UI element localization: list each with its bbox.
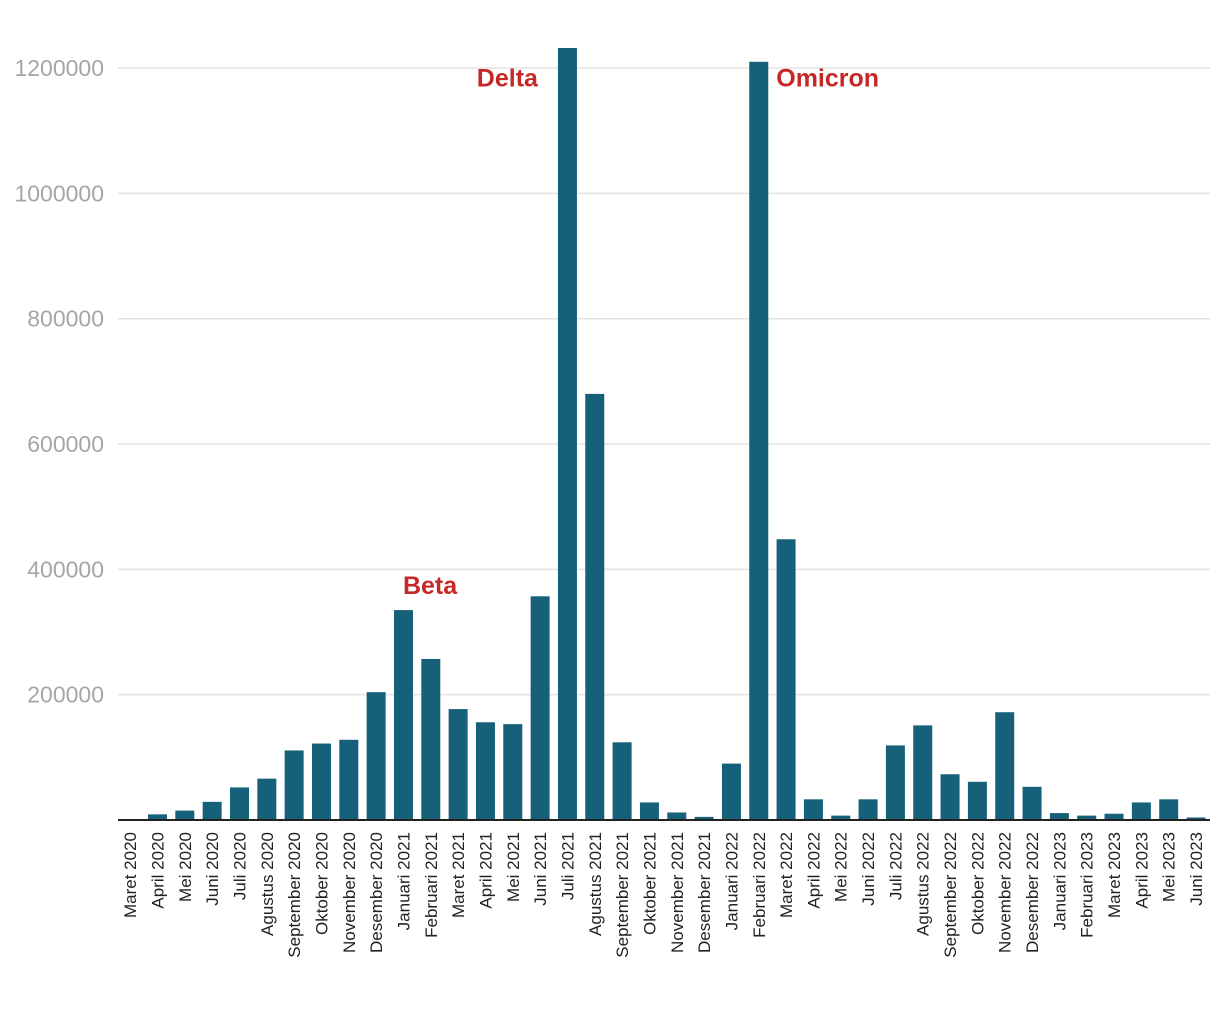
- bar-november-2020: [339, 739, 359, 820]
- bar-oktober-2022: [967, 781, 987, 820]
- x-tick-label: September 2020: [285, 832, 304, 958]
- y-tick-label: 1000000: [14, 180, 104, 206]
- bar-april-2023: [1131, 802, 1151, 820]
- bar-agustus-2022: [913, 725, 933, 820]
- x-tick-label: Februari 2022: [750, 832, 769, 938]
- bar-mei-2022: [831, 815, 851, 820]
- x-tick-label: Mei 2023: [1160, 832, 1179, 902]
- x-tick-label: Juli 2022: [886, 832, 905, 900]
- x-tick-label: April 2022: [804, 832, 823, 909]
- x-tick-label: Januari 2023: [1050, 832, 1069, 930]
- bar-juni-2021: [530, 596, 550, 820]
- bar-september-2020: [284, 750, 304, 820]
- bar-juli-2020: [229, 787, 249, 820]
- x-tick-label: April 2021: [476, 832, 495, 909]
- bar-desember-2020: [366, 692, 386, 820]
- x-tick-label: Mei 2021: [504, 832, 523, 902]
- bar-maret-2021: [448, 709, 468, 820]
- bar-maret-2022: [776, 539, 796, 820]
- bar-mei-2020: [175, 810, 195, 820]
- annotation-beta: Beta: [403, 572, 458, 600]
- x-tick-label: Maret 2022: [777, 832, 796, 918]
- y-tick-label: 1200000: [14, 55, 104, 81]
- x-tick-label: Desember 2021: [695, 832, 714, 953]
- bar-januari-2022: [721, 763, 741, 820]
- x-tick-label: Maret 2020: [121, 832, 140, 918]
- bar-februari-2021: [421, 658, 441, 820]
- x-tick-label: April 2020: [148, 832, 167, 909]
- x-tick-label: Maret 2021: [449, 832, 468, 918]
- bar-juni-2022: [858, 799, 878, 820]
- bar-oktober-2021: [639, 802, 659, 820]
- bar-desember-2022: [1022, 786, 1042, 820]
- x-tick-label: Februari 2021: [422, 832, 441, 938]
- x-tick-label: Mei 2022: [832, 832, 851, 902]
- x-tick-label: November 2022: [996, 832, 1015, 953]
- x-tick-label: Desember 2020: [367, 832, 386, 953]
- bar-juli-2021: [557, 48, 577, 820]
- x-tick-label: April 2023: [1132, 832, 1151, 909]
- annotations: Beta Delta Omicron: [403, 64, 879, 600]
- bar-september-2022: [940, 774, 960, 820]
- bar-februari-2022: [749, 61, 769, 821]
- x-tick-label: September 2021: [613, 832, 632, 958]
- x-tick-label: Juni 2021: [531, 832, 550, 906]
- bar-desember-2021: [694, 816, 714, 820]
- bar-november-2021: [667, 812, 687, 820]
- x-tick-label: Juni 2022: [859, 832, 878, 906]
- x-tick-label: Mei 2020: [176, 832, 195, 902]
- x-tick-label: Desember 2022: [1023, 832, 1042, 953]
- annotation-delta: Delta: [477, 64, 539, 92]
- bar-september-2021: [612, 742, 632, 820]
- bar-april-2020: [147, 814, 167, 820]
- x-tick-label: Agustus 2021: [586, 832, 605, 936]
- x-tick-label: Agustus 2022: [914, 832, 933, 936]
- bar-agustus-2021: [585, 393, 605, 820]
- x-tick-label: Juli 2020: [230, 832, 249, 900]
- x-tick-label: Agustus 2020: [258, 832, 277, 936]
- bars: [120, 48, 1206, 821]
- gridlines: [118, 67, 1210, 696]
- bar-oktober-2020: [311, 743, 331, 820]
- x-tick-label: Februari 2023: [1078, 832, 1097, 938]
- x-tick-label: Oktober 2020: [312, 832, 331, 935]
- bar-agustus-2020: [257, 778, 277, 820]
- y-tick-label: 400000: [27, 556, 104, 582]
- x-tick-label: Januari 2022: [722, 832, 741, 930]
- x-tick-label: Juni 2023: [1187, 832, 1206, 906]
- bar-maret-2023: [1104, 813, 1124, 820]
- x-tick-label: Juli 2021: [558, 832, 577, 900]
- x-tick-label: September 2022: [941, 832, 960, 958]
- annotation-omicron: Omicron: [776, 64, 879, 92]
- bar-januari-2021: [393, 610, 413, 820]
- x-tick-label: November 2021: [668, 832, 687, 953]
- x-tick-label: November 2020: [340, 832, 359, 953]
- x-tick-label: Juni 2020: [203, 832, 222, 906]
- bar-februari-2023: [1077, 815, 1097, 820]
- bar-mei-2021: [503, 724, 523, 820]
- x-axis-tick-labels: Maret 2020 April 2020 Mei 2020 Juni 2020 Jul…: [121, 832, 1206, 958]
- y-tick-label: 800000: [27, 306, 104, 332]
- bar-april-2021: [475, 722, 495, 820]
- x-tick-label: Oktober 2022: [968, 832, 987, 935]
- bar-mei-2023: [1159, 799, 1179, 820]
- x-tick-label: Januari 2021: [394, 832, 413, 930]
- x-tick-label: Maret 2023: [1105, 832, 1124, 918]
- y-axis-tick-labels: 200000 400000 600000 800000 1000000 1200000: [14, 55, 104, 708]
- y-tick-label: 200000: [27, 682, 104, 708]
- bar-januari-2023: [1049, 813, 1069, 820]
- bar-juli-2022: [885, 745, 905, 820]
- bar-juni-2023: [1186, 817, 1206, 820]
- bar-november-2022: [995, 712, 1015, 820]
- bar-juni-2020: [202, 801, 222, 820]
- y-tick-label: 600000: [27, 431, 104, 457]
- x-tick-label: Oktober 2021: [640, 832, 659, 935]
- bar-april-2022: [803, 799, 823, 820]
